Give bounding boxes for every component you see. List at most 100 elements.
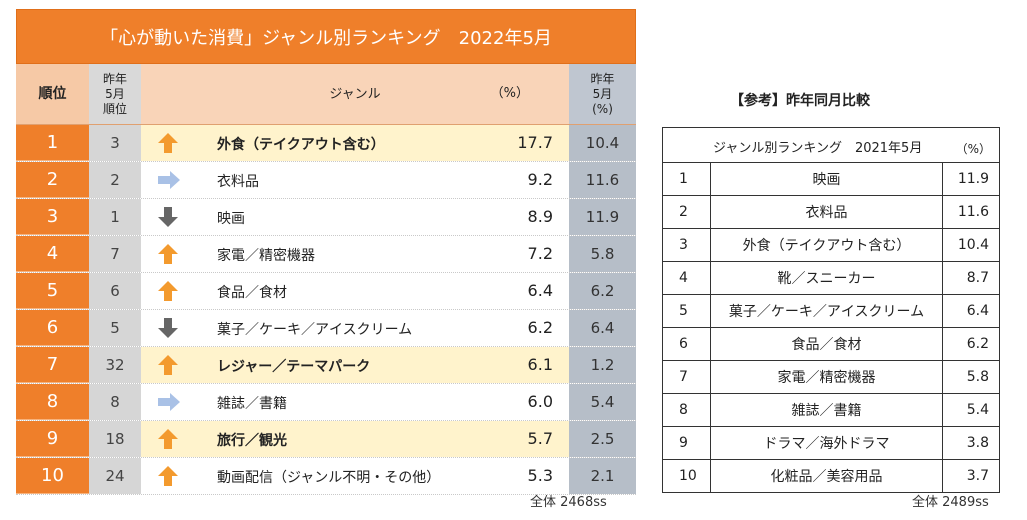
- last-year-pct-cell: 2.1: [569, 458, 636, 494]
- rank-cell: 1: [16, 125, 89, 161]
- genre-pct: 6.0: [527, 392, 553, 411]
- rank-cell: 9: [16, 421, 89, 457]
- table-row: 8 8 雑誌／書籍 6.0 5.4: [16, 384, 636, 421]
- right-arrow-icon: [157, 169, 180, 191]
- prev-rank-cell: 1: [89, 199, 141, 235]
- reference-genre: 靴／スニーカー: [711, 262, 943, 294]
- up-arrow-icon: [157, 428, 179, 450]
- reference-table-header: ジャンル別ランキング 2021年5月 （%）: [663, 128, 999, 163]
- last-year-pct-cell: 1.2: [569, 347, 636, 383]
- reference-rank: 8: [663, 394, 711, 426]
- reference-row: 4 靴／スニーカー 8.7: [663, 262, 999, 295]
- prev-rank-cell: 32: [89, 347, 141, 383]
- genre-pct: 9.2: [527, 170, 553, 189]
- table-row: 5 6 食品／食材 6.4 6.2: [16, 273, 636, 310]
- header-prev-rank: 昨年 5月 順位: [89, 64, 141, 124]
- reference-genre: 食品／食材: [711, 328, 943, 360]
- down-arrow-icon: [157, 206, 179, 228]
- reference-rank: 4: [663, 262, 711, 294]
- prev-rank-cell: 6: [89, 273, 141, 309]
- table-row: 6 5 菓子／ケーキ／アイスクリーム 6.2 6.4: [16, 310, 636, 347]
- last-year-pct-cell: 11.6: [569, 162, 636, 198]
- reference-pct: 3.7: [966, 468, 989, 484]
- last-year-pct-cell: 11.9: [569, 199, 636, 235]
- up-arrow-icon: [157, 465, 179, 487]
- rank-cell: 10: [16, 458, 89, 494]
- reference-pct: 3.8: [966, 435, 989, 451]
- reference-pct: 11.9: [957, 171, 989, 187]
- table-row: 10 24 動画配信（ジャンル不明・その他） 5.3 2.1: [16, 458, 636, 495]
- last-year-pct-cell: 6.4: [569, 310, 636, 346]
- genre-cell: 映画 8.9: [141, 199, 569, 235]
- genre-name: 映画: [217, 211, 245, 227]
- genre-pct: 5.7: [527, 429, 553, 448]
- header-pct: （%）: [490, 86, 529, 101]
- reference-row: 2 衣料品 11.6: [663, 196, 999, 229]
- reference-pct: 6.2: [966, 336, 989, 352]
- main-ranking-table: 「心が動いた消費」ジャンル別ランキング 2022年5月 順位 昨年 5月 順位 …: [16, 9, 636, 495]
- genre-name: 家電／精密機器: [217, 248, 315, 264]
- genre-name: 外食（テイクアウト含む）: [217, 137, 385, 153]
- table-row: 4 7 家電／精密機器 7.2 5.8: [16, 236, 636, 273]
- main-table-title: 「心が動いた消費」ジャンル別ランキング 2022年5月: [16, 9, 636, 64]
- genre-name: 動画配信（ジャンル不明・その他）: [217, 470, 441, 486]
- genre-cell: 家電／精密機器 7.2: [141, 236, 569, 272]
- genre-cell: 雑誌／書籍 6.0: [141, 384, 569, 420]
- last-year-pct-cell: 5.4: [569, 384, 636, 420]
- up-arrow-icon: [157, 354, 179, 376]
- main-table-body: 1 3 外食（テイクアウト含む） 17.7 10.4 2 2 衣料品 9.2 11.6 3 1 映画 8.…: [16, 125, 636, 495]
- genre-name: レジャー／テーマパーク: [217, 359, 371, 375]
- genre-pct: 6.4: [527, 281, 553, 300]
- genre-name: 食品／食材: [217, 285, 287, 301]
- genre-cell: レジャー／テーマパーク 6.1: [141, 347, 569, 383]
- genre-cell: 衣料品 9.2: [141, 162, 569, 198]
- table-row: 1 3 外食（テイクアウト含む） 17.7 10.4: [16, 125, 636, 162]
- reference-row: 3 外食（テイクアウト含む） 10.4: [663, 229, 999, 262]
- reference-genre: 化粧品／美容用品: [711, 460, 943, 492]
- reference-row: 7 家電／精密機器 5.8: [663, 361, 999, 394]
- prev-rank-cell: 7: [89, 236, 141, 272]
- prev-rank-cell: 5: [89, 310, 141, 346]
- reference-rank: 2: [663, 196, 711, 228]
- reference-rank: 10: [663, 460, 711, 492]
- genre-pct: 6.1: [527, 355, 553, 374]
- reference-rank: 6: [663, 328, 711, 360]
- prev-rank-cell: 18: [89, 421, 141, 457]
- last-year-pct-cell: 6.2: [569, 273, 636, 309]
- genre-name: 雑誌／書籍: [217, 396, 287, 412]
- genre-pct: 8.9: [527, 207, 553, 226]
- rank-cell: 2: [16, 162, 89, 198]
- table-row: 3 1 映画 8.9 11.9: [16, 199, 636, 236]
- reference-header-unit: （%）: [955, 142, 991, 156]
- last-year-pct-cell: 2.5: [569, 421, 636, 457]
- right-arrow-icon: [157, 391, 180, 413]
- rank-cell: 5: [16, 273, 89, 309]
- reference-header-title: ジャンル別ランキング 2021年5月: [713, 141, 923, 156]
- reference-genre: 映画: [711, 163, 943, 195]
- reference-row: 8 雑誌／書籍 5.4: [663, 394, 999, 427]
- prev-rank-cell: 24: [89, 458, 141, 494]
- rank-cell: 8: [16, 384, 89, 420]
- reference-genre: 雑誌／書籍: [711, 394, 943, 426]
- reference-pct: 5.4: [966, 402, 989, 418]
- genre-pct: 5.3: [527, 466, 553, 485]
- header-genre-cell: ジャンル （%）: [141, 64, 569, 124]
- reference-pct: 11.6: [957, 204, 989, 220]
- table-row: 2 2 衣料品 9.2 11.6: [16, 162, 636, 199]
- genre-name: 衣料品: [217, 174, 259, 190]
- genre-cell: 外食（テイクアウト含む） 17.7: [141, 125, 569, 161]
- reference-rank: 7: [663, 361, 711, 393]
- reference-row: 6 食品／食材 6.2: [663, 328, 999, 361]
- table-row: 7 32 レジャー／テーマパーク 6.1 1.2: [16, 347, 636, 384]
- up-arrow-icon: [157, 280, 179, 302]
- header-last-year-pct: 昨年 5月 (%): [569, 64, 636, 124]
- genre-cell: 動画配信（ジャンル不明・その他） 5.3: [141, 458, 569, 494]
- genre-pct: 7.2: [527, 244, 553, 263]
- last-year-pct-cell: 5.8: [569, 236, 636, 272]
- header-genre: ジャンル: [329, 86, 381, 102]
- up-arrow-icon: [157, 243, 179, 265]
- header-rank: 順位: [16, 64, 89, 124]
- reference-genre: 外食（テイクアウト含む）: [711, 229, 943, 261]
- reference-rank: 5: [663, 295, 711, 327]
- main-total-sample: 全体 2468ss: [530, 495, 607, 510]
